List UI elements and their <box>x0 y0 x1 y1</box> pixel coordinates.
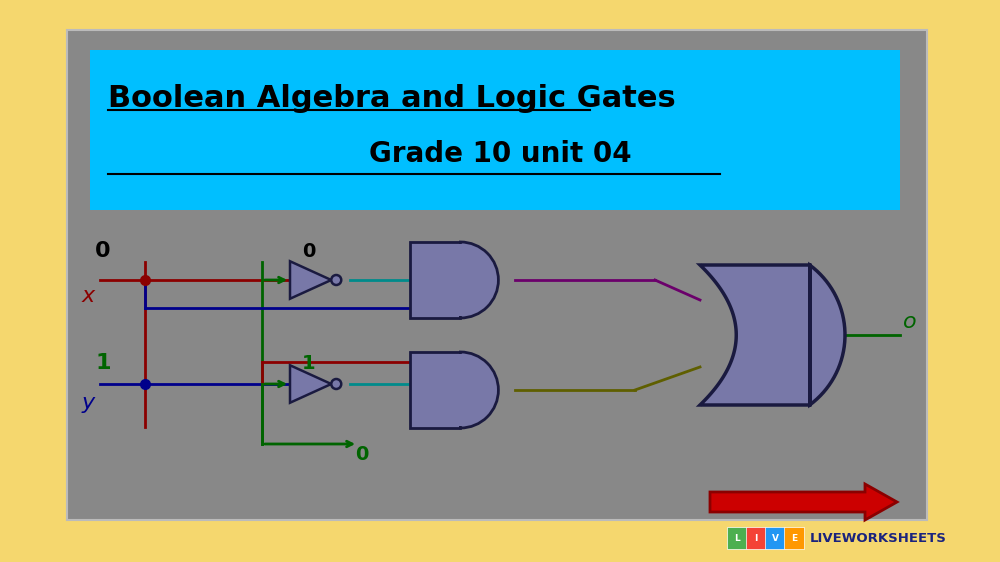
Bar <box>410 242 460 318</box>
Text: LIVEWORKSHEETS: LIVEWORKSHEETS <box>810 532 947 545</box>
Text: Boolean Algebra and Logic Gates: Boolean Algebra and Logic Gates <box>108 84 676 113</box>
FancyBboxPatch shape <box>765 527 785 549</box>
Bar <box>67 30 927 520</box>
Text: 1: 1 <box>95 353 110 373</box>
Bar <box>457 354 463 426</box>
Wedge shape <box>460 352 498 428</box>
Text: 0: 0 <box>302 242 315 261</box>
Text: 0: 0 <box>95 241 111 261</box>
Text: I: I <box>754 533 758 542</box>
Wedge shape <box>460 242 498 318</box>
Text: 0: 0 <box>355 445 368 464</box>
FancyBboxPatch shape <box>727 527 747 549</box>
Polygon shape <box>290 261 331 299</box>
FancyBboxPatch shape <box>784 527 804 549</box>
FancyArrow shape <box>710 484 897 520</box>
Bar <box>90 50 900 210</box>
Text: V: V <box>772 533 778 542</box>
Text: x: x <box>82 286 95 306</box>
Polygon shape <box>700 265 845 405</box>
Circle shape <box>331 379 341 389</box>
Bar <box>457 244 463 316</box>
Text: o: o <box>903 312 917 332</box>
Text: Grade 10 unit 04: Grade 10 unit 04 <box>369 140 631 168</box>
Text: L: L <box>734 533 740 542</box>
Bar <box>410 352 460 428</box>
Circle shape <box>331 275 341 285</box>
FancyBboxPatch shape <box>746 527 766 549</box>
Text: E: E <box>791 533 797 542</box>
Text: y: y <box>82 393 95 413</box>
Text: 1: 1 <box>302 354 316 373</box>
Polygon shape <box>290 365 331 403</box>
